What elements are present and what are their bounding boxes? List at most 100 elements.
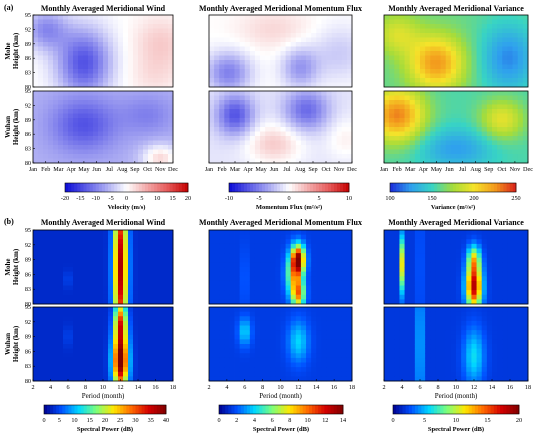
heat-cell: [219, 262, 225, 268]
heat-cell: [108, 154, 114, 159]
heat-cell: [153, 82, 159, 88]
heat-cell: [219, 51, 225, 56]
heat-cell: [118, 307, 124, 313]
heat-cell: [321, 51, 327, 56]
heat-cell: [88, 320, 94, 326]
heat-cell: [158, 19, 164, 25]
heat-cell: [38, 353, 44, 359]
heat-cell: [113, 33, 119, 38]
heat-cell: [48, 353, 54, 359]
heat-cell: [300, 311, 307, 317]
heat-cell: [497, 95, 503, 101]
heat-cell: [265, 104, 271, 110]
heat-cell: [234, 376, 241, 382]
heat-cell: [224, 376, 230, 382]
heat-cell: [414, 19, 421, 25]
heat-cell: [239, 131, 246, 137]
heat-cell: [73, 294, 79, 300]
heat-cell: [103, 294, 109, 300]
heat-cell: [108, 78, 114, 83]
heat-cell: [168, 149, 174, 155]
heat-cell: [63, 15, 69, 20]
colorbar-segment: [172, 183, 177, 192]
heat-cell: [143, 149, 149, 155]
heat-cell: [249, 145, 256, 150]
heat-cell: [285, 69, 292, 74]
heat-cell: [331, 330, 338, 336]
heat-cell: [143, 24, 149, 29]
heat-cell: [404, 19, 411, 25]
heat-cell: [430, 37, 436, 43]
heat-cell: [445, 42, 452, 47]
heat-cell: [219, 371, 225, 377]
heat-cell: [492, 154, 498, 159]
heat-cell: [53, 24, 59, 29]
heat-cell: [163, 234, 169, 240]
heat-cell: [113, 100, 119, 105]
heat-cell: [123, 28, 129, 34]
heat-cell: [128, 46, 134, 52]
colorbar-segment: [238, 183, 242, 192]
heat-cell: [73, 325, 79, 331]
heat-cell: [98, 267, 104, 273]
heat-cell: [461, 158, 467, 164]
heat-cell: [409, 64, 416, 70]
heat-cell: [311, 320, 317, 326]
heat-cell: [153, 311, 159, 317]
heat-cell: [214, 344, 220, 350]
heat-cell: [68, 253, 74, 259]
heat-cell: [440, 154, 447, 159]
heat-cell: [404, 239, 411, 245]
heat-cell: [394, 64, 400, 70]
heat-cell: [78, 104, 84, 110]
heat-cell: [316, 290, 322, 296]
heat-cell: [435, 104, 441, 110]
heat-cell: [311, 78, 317, 83]
heat-cell: [224, 154, 230, 159]
heat-cell: [522, 95, 529, 101]
heat-cell: [158, 357, 164, 363]
heat-cell: [346, 82, 353, 88]
heat-cell: [430, 100, 436, 105]
heat-cell: [138, 131, 144, 137]
heat-cell: [321, 64, 327, 70]
heat-cell: [163, 149, 169, 155]
heat-cell: [512, 131, 519, 137]
heat-cell: [48, 239, 54, 245]
heat-cell: [209, 253, 215, 259]
heat-cell: [244, 294, 251, 300]
heat-cell: [163, 37, 169, 43]
heat-cell: [254, 145, 261, 150]
heat-cell: [290, 158, 297, 164]
heat-cell: [336, 78, 343, 83]
heat-cell: [471, 109, 477, 114]
heat-cell: [138, 253, 144, 259]
heat-cell: [300, 122, 307, 128]
heat-cell: [306, 234, 312, 240]
heat-cell: [249, 253, 256, 259]
heat-cell: [260, 118, 266, 123]
heat-cell: [239, 145, 246, 150]
heat-cell: [108, 311, 114, 317]
colorbar-segment: [108, 183, 112, 192]
heat-cell: [341, 51, 348, 56]
heat-cell: [88, 145, 94, 150]
heat-cell: [254, 24, 261, 29]
heat-cell: [214, 73, 220, 79]
heat-cell: [153, 55, 159, 61]
heat-cell: [481, 46, 488, 52]
heat-cell: [295, 118, 302, 123]
heat-cell: [311, 271, 317, 277]
x-tick-label: Jun: [445, 166, 454, 173]
heat-cell: [148, 28, 154, 34]
heat-cell: [229, 248, 235, 254]
heat-cell: [224, 243, 230, 249]
heat-cell: [346, 60, 353, 65]
colorbar-segment: [175, 183, 180, 192]
heat-cell: [43, 334, 49, 340]
heat-cell: [214, 100, 220, 105]
heat-cell: [209, 91, 215, 96]
heat-cell: [33, 367, 39, 373]
heat-cell: [143, 158, 149, 164]
y-tick-label: 80: [25, 378, 31, 385]
